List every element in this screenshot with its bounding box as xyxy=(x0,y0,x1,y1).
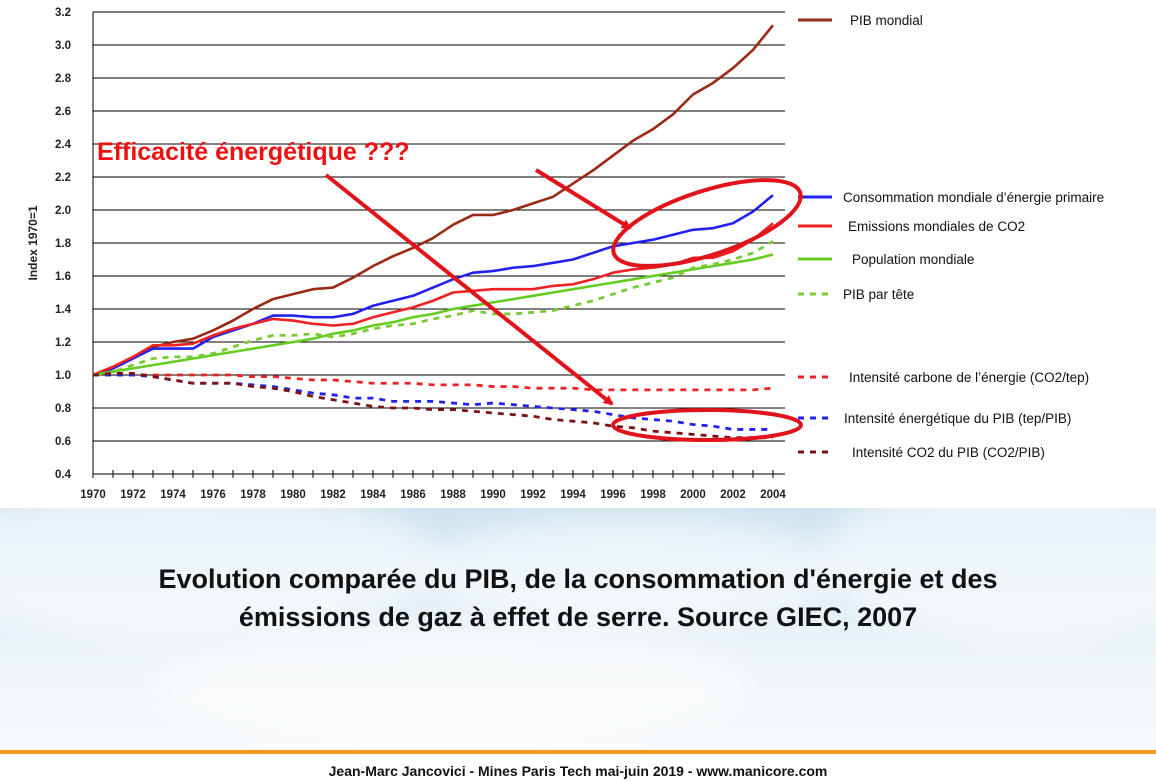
y-tick-label: 3.0 xyxy=(55,40,71,52)
y-tick-label: 0.6 xyxy=(55,436,71,448)
x-tick-label: 2000 xyxy=(680,489,706,501)
x-tick-label: 1992 xyxy=(520,489,546,501)
x-tick-label: 1982 xyxy=(320,489,346,501)
y-tick-label: 1.8 xyxy=(55,238,72,250)
x-tick-label: 1990 xyxy=(480,489,506,501)
x-tick-label: 1974 xyxy=(160,489,186,501)
legend-label-8: Intensité CO2 du PIB (CO2/PIB) xyxy=(852,445,1045,460)
series-line-1 xyxy=(92,24,775,377)
y-tick-label: 2.0 xyxy=(55,205,71,217)
y-tick-label: 0.8 xyxy=(55,403,72,415)
caption-line-2: émissions de gaz à effet de serre. Sourc… xyxy=(238,602,918,632)
x-tick-label: 1980 xyxy=(280,489,306,501)
x-tick-label: 2002 xyxy=(720,489,746,501)
series-line-6 xyxy=(93,373,774,392)
legend-label-7: Intensité énergétique du PIB (tep/PIB) xyxy=(844,411,1071,426)
annotations: Efficacité énergétique ??? xyxy=(97,138,803,442)
series-line-8 xyxy=(92,371,773,440)
series-line-2 xyxy=(92,194,774,377)
annotation-ellipse-upper xyxy=(611,178,803,268)
x-tick-label: 1986 xyxy=(400,489,426,501)
x-tick-label: 1984 xyxy=(360,489,386,501)
footer-background xyxy=(0,508,1156,750)
y-tick-label: 2.2 xyxy=(55,172,71,184)
y-tick-label: 1.4 xyxy=(55,304,72,316)
x-tick-label: 2004 xyxy=(760,489,786,501)
series-line-5 xyxy=(92,240,774,377)
series-line-7 xyxy=(93,373,773,431)
annotation-ellipse-lower xyxy=(611,408,803,442)
x-tick-label: 1988 xyxy=(440,489,466,501)
series-line-3 xyxy=(92,222,774,377)
footer-credit: Jean-Marc Jancovici - Mines Paris Tech m… xyxy=(328,763,828,779)
annotation-arrow-upper xyxy=(534,168,632,230)
chart-svg: 0.4 0.6 0.8 1.0 1.2 1.4 1.6 1.8 2.0 2.2 2.4 2.6 2.8 3… xyxy=(26,7,1104,501)
y-axis-label: Index 1970=1 xyxy=(26,205,40,280)
legend-label-1: PIB mondial xyxy=(850,13,923,28)
x-tick-label: 1970 xyxy=(80,489,106,501)
x-tick-label: 1972 xyxy=(120,489,146,501)
caption-line-1: Evolution comparée du PIB, de la consomm… xyxy=(158,564,998,594)
legend-label-4: Population mondiale xyxy=(852,252,974,267)
gridlines xyxy=(93,11,785,475)
series-line-4 xyxy=(92,253,774,377)
axes: 0.4 0.6 0.8 1.0 1.2 1.4 1.6 1.8 2.0 2.2 2.4 2.6 2.8 3… xyxy=(26,7,786,501)
legend-label-6: Intensité carbone de l’énergie (CO2/tep) xyxy=(849,370,1089,385)
y-tick-label: 1.0 xyxy=(55,370,71,382)
x-tick-label: 1996 xyxy=(600,489,626,501)
y-tick-label: 1.2 xyxy=(55,337,71,349)
chart-area: 0.4 0.6 0.8 1.0 1.2 1.4 1.6 1.8 2.0 2.2 2.4 2.6 2.8 3… xyxy=(26,7,1105,501)
y-tick-label: 2.8 xyxy=(55,73,72,85)
y-tick-label: 0.4 xyxy=(55,469,72,481)
annotation-arrow-lower xyxy=(324,173,614,406)
x-tick-label: 1978 xyxy=(240,489,266,501)
y-tick-label: 1.6 xyxy=(55,271,71,283)
y-tick-label: 2.4 xyxy=(55,139,72,151)
annotation-efficacite: Efficacité énergétique ??? xyxy=(97,138,410,166)
y-tick-label: 2.6 xyxy=(55,106,71,118)
legend-label-2: Consommation mondiale d’énergie primaire xyxy=(843,190,1104,205)
x-tick-label: 1976 xyxy=(200,489,226,501)
x-tick-label: 1998 xyxy=(640,489,666,501)
legend-label-3: Emissions mondiales de CO2 xyxy=(848,219,1025,234)
x-tick-label: 1994 xyxy=(560,489,586,501)
legend: PIB mondial Consommation mondiale d’énerg… xyxy=(798,13,1104,460)
y-tick-label: 3.2 xyxy=(55,7,71,19)
caption: Evolution comparée du PIB, de la consomm… xyxy=(0,560,1156,636)
footer-divider xyxy=(0,750,1156,754)
legend-label-5: PIB par tête xyxy=(843,287,914,302)
series-layer xyxy=(92,24,775,440)
